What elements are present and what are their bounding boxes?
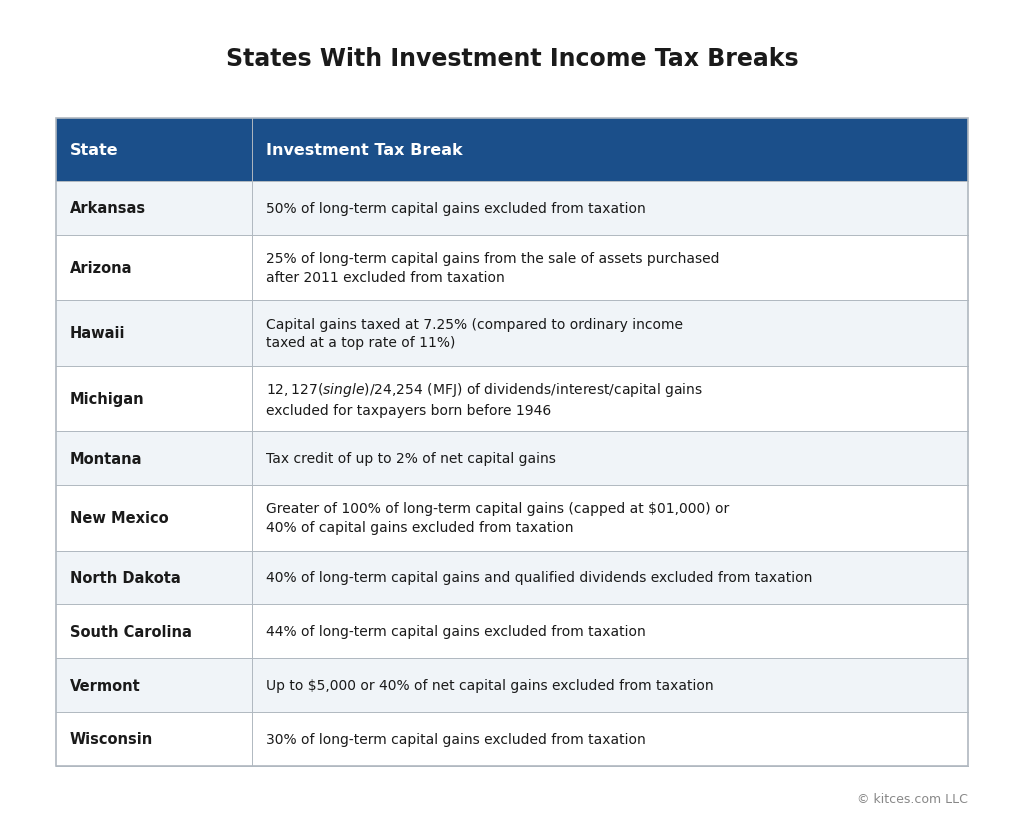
Text: Vermont: Vermont [70,677,140,693]
Bar [56,432,968,486]
Text: North Dakota: North Dakota [70,570,180,586]
Text: Arizona: Arizona [70,260,132,276]
Text: States With Investment Income Tax Breaks: States With Investment Income Tax Breaks [225,47,799,71]
Bar [56,486,968,551]
Bar [56,119,968,182]
Bar [56,301,968,366]
Bar [56,604,968,658]
Text: Hawaii: Hawaii [70,326,125,341]
Bar [56,712,968,766]
Bar [56,235,968,301]
Text: Michigan: Michigan [70,391,144,406]
Bar [56,366,968,432]
Text: New Mexico: New Mexico [70,511,168,526]
Text: Arkansas: Arkansas [70,201,145,216]
Text: South Carolina: South Carolina [70,624,191,639]
Text: 25% of long-term capital gains from the sale of assets purchased
after 2011 excl: 25% of long-term capital gains from the … [265,251,719,284]
Text: Capital gains taxed at 7.25% (compared to ordinary income
taxed at a top rate of: Capital gains taxed at 7.25% (compared t… [265,317,683,350]
Text: 50% of long-term capital gains excluded from taxation: 50% of long-term capital gains excluded … [265,201,645,215]
Text: 44% of long-term capital gains excluded from taxation: 44% of long-term capital gains excluded … [265,625,645,639]
Bar [56,119,968,766]
Text: Tax credit of up to 2% of net capital gains: Tax credit of up to 2% of net capital ga… [265,451,555,466]
Text: 40% of long-term capital gains and qualified dividends excluded from taxation: 40% of long-term capital gains and quali… [265,571,812,585]
Text: State: State [70,143,118,158]
Bar [56,551,968,604]
Text: Wisconsin: Wisconsin [70,731,153,746]
Text: $12,127 (single) / $24,254 (MFJ) of dividends/interest/capital gains
excluded fo: $12,127 (single) / $24,254 (MFJ) of divi… [265,381,702,418]
Text: Up to $5,000 or 40% of net capital gains excluded from taxation: Up to $5,000 or 40% of net capital gains… [265,678,713,692]
Text: Investment Tax Break: Investment Tax Break [265,143,462,158]
Bar [56,182,968,235]
Text: © kitces.com LLC: © kitces.com LLC [857,792,968,805]
Bar [56,658,968,712]
Text: 30% of long-term capital gains excluded from taxation: 30% of long-term capital gains excluded … [265,732,645,746]
Text: Montana: Montana [70,451,142,466]
Text: Greater of 100% of long-term capital gains (capped at $01,000) or
40% of capital: Greater of 100% of long-term capital gai… [265,502,729,535]
